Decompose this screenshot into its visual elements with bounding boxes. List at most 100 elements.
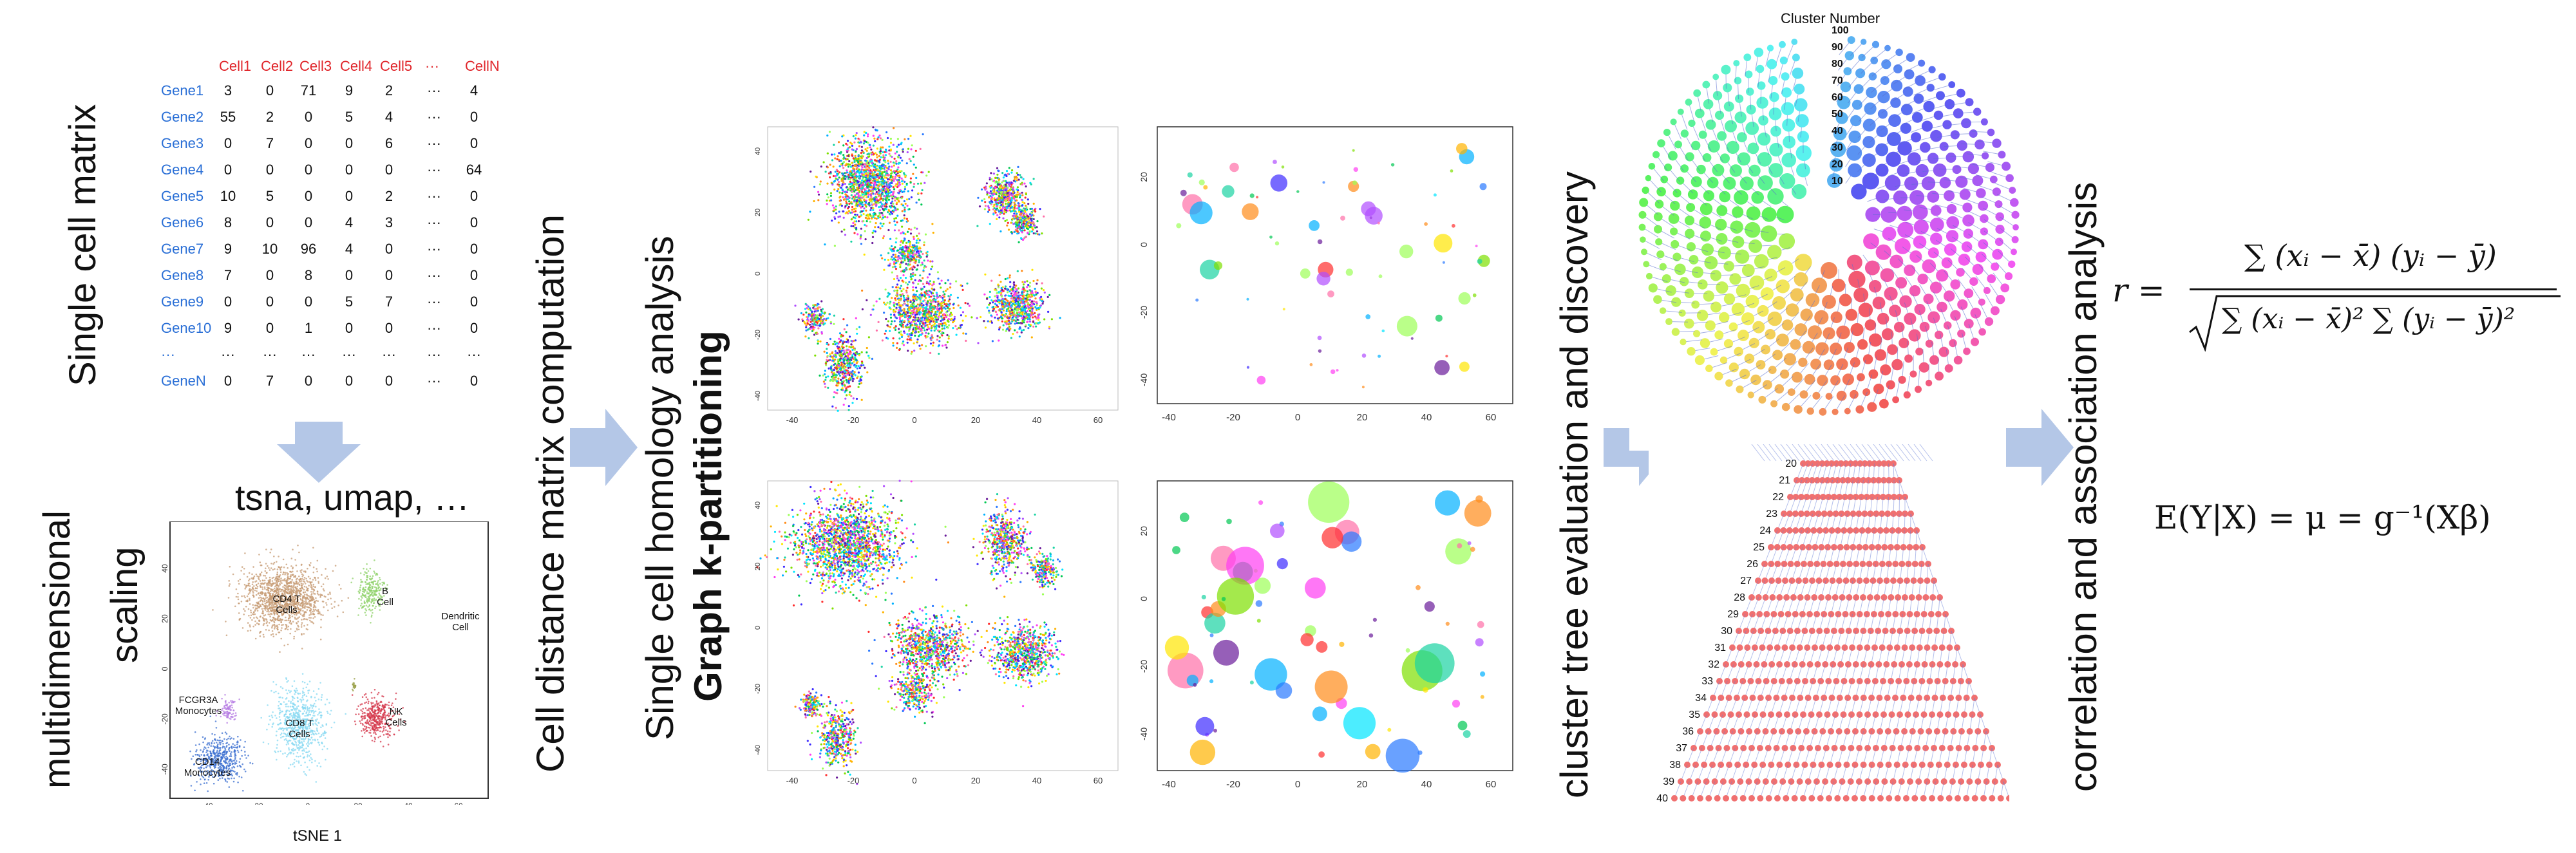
matrix-row-label: Gene3 <box>161 135 204 151</box>
tsne-point <box>383 708 384 710</box>
tsne-cluster-label: CD14 Monocytes <box>184 756 231 778</box>
scatter-point <box>854 176 857 179</box>
scatter-point <box>838 204 841 207</box>
tsne-point <box>315 599 317 602</box>
tsne-point <box>330 709 332 712</box>
tsne-point <box>276 568 279 570</box>
tsne-point <box>294 612 297 614</box>
scatter-point <box>870 207 873 209</box>
scatter-point <box>904 210 906 212</box>
tsne-point <box>390 710 392 712</box>
scatter-point <box>911 189 914 192</box>
scatter-point <box>873 229 875 232</box>
tsne-point <box>287 619 290 621</box>
tsne-point <box>377 583 379 585</box>
tsne-point <box>261 592 263 594</box>
tsne-point <box>379 597 381 599</box>
tsne-point <box>311 581 313 583</box>
scatter-point <box>862 212 865 216</box>
scatter-point <box>857 233 859 236</box>
tsne-point <box>215 715 217 717</box>
tsne-point <box>276 605 278 606</box>
tsne-point <box>207 778 209 781</box>
tsne-point <box>265 567 267 570</box>
tsne-point <box>230 700 232 702</box>
tsne-point <box>269 551 271 554</box>
scatter-point <box>893 164 895 167</box>
tsne-point <box>311 758 313 760</box>
tsne-point <box>278 615 280 617</box>
tsne-point <box>301 673 304 675</box>
tsne-point <box>294 712 296 715</box>
tsne-point <box>276 628 279 631</box>
tsne-point <box>376 574 379 576</box>
tsne-point <box>225 621 227 623</box>
tsne-point <box>380 587 382 590</box>
scatter-point <box>845 200 848 203</box>
tsne-point <box>221 771 223 773</box>
tsne-point <box>379 609 381 611</box>
tsne-point <box>377 579 379 582</box>
tsne-point <box>299 710 301 713</box>
tsne-point <box>272 624 274 626</box>
tsne-point <box>300 594 302 595</box>
tsne-point <box>368 581 371 584</box>
tsne-point <box>263 623 265 625</box>
scatter-point <box>864 148 867 151</box>
scatter-point <box>856 186 858 189</box>
tsne-point <box>251 762 254 765</box>
scatter-point <box>844 183 846 185</box>
scatter-point <box>897 166 900 169</box>
scatter-point <box>852 196 855 198</box>
tsne-point <box>262 604 264 606</box>
scatter-point <box>855 175 858 178</box>
scatter-point <box>866 178 868 180</box>
scatter-point <box>855 182 857 184</box>
scatter-point <box>836 190 838 192</box>
scatter-point <box>882 156 885 158</box>
tsne-point <box>325 568 327 570</box>
tsne-point <box>292 567 294 568</box>
tsne-point <box>268 583 270 586</box>
tsne-point <box>296 570 298 572</box>
scatter-point <box>876 187 880 190</box>
tsne-point <box>199 769 202 771</box>
scatter-point <box>878 209 881 212</box>
tsne-point <box>205 766 207 768</box>
tsne-point <box>292 722 294 724</box>
matrix-cell: 4 <box>345 214 354 230</box>
tsne-point <box>227 749 230 751</box>
tsne-point <box>307 689 309 692</box>
scatter-point <box>848 187 850 190</box>
tsne-point <box>368 605 370 607</box>
tsne-point <box>221 740 223 742</box>
scatter-point <box>909 135 912 137</box>
scatter-point <box>904 188 906 191</box>
scatter-point <box>869 146 871 149</box>
scatter-point <box>832 174 835 178</box>
matrix-cell: 2 <box>265 109 274 125</box>
tsne-point <box>324 703 327 706</box>
matrix-cell: 5 <box>345 109 354 125</box>
tsne-point <box>287 743 290 745</box>
tsne-point <box>217 773 220 774</box>
scatter-point <box>889 155 892 157</box>
tsne-point <box>301 734 303 736</box>
tsne-point <box>226 751 228 753</box>
tsne-point <box>219 760 222 762</box>
tsne-point <box>227 770 229 772</box>
scatter-point <box>874 187 876 190</box>
tsne-point <box>381 713 384 716</box>
tsne-point <box>284 727 286 730</box>
tsne-point <box>286 755 288 758</box>
tsne-point <box>266 596 269 599</box>
scatter-point <box>869 220 871 223</box>
tsne-point <box>298 711 299 713</box>
scatter-point <box>864 223 866 227</box>
scatter-point <box>912 155 914 158</box>
tsne-point <box>383 727 385 730</box>
scatter-point <box>886 216 889 219</box>
tsne-point <box>214 764 216 766</box>
tsne-point <box>202 775 204 778</box>
scatter-point <box>848 196 851 199</box>
